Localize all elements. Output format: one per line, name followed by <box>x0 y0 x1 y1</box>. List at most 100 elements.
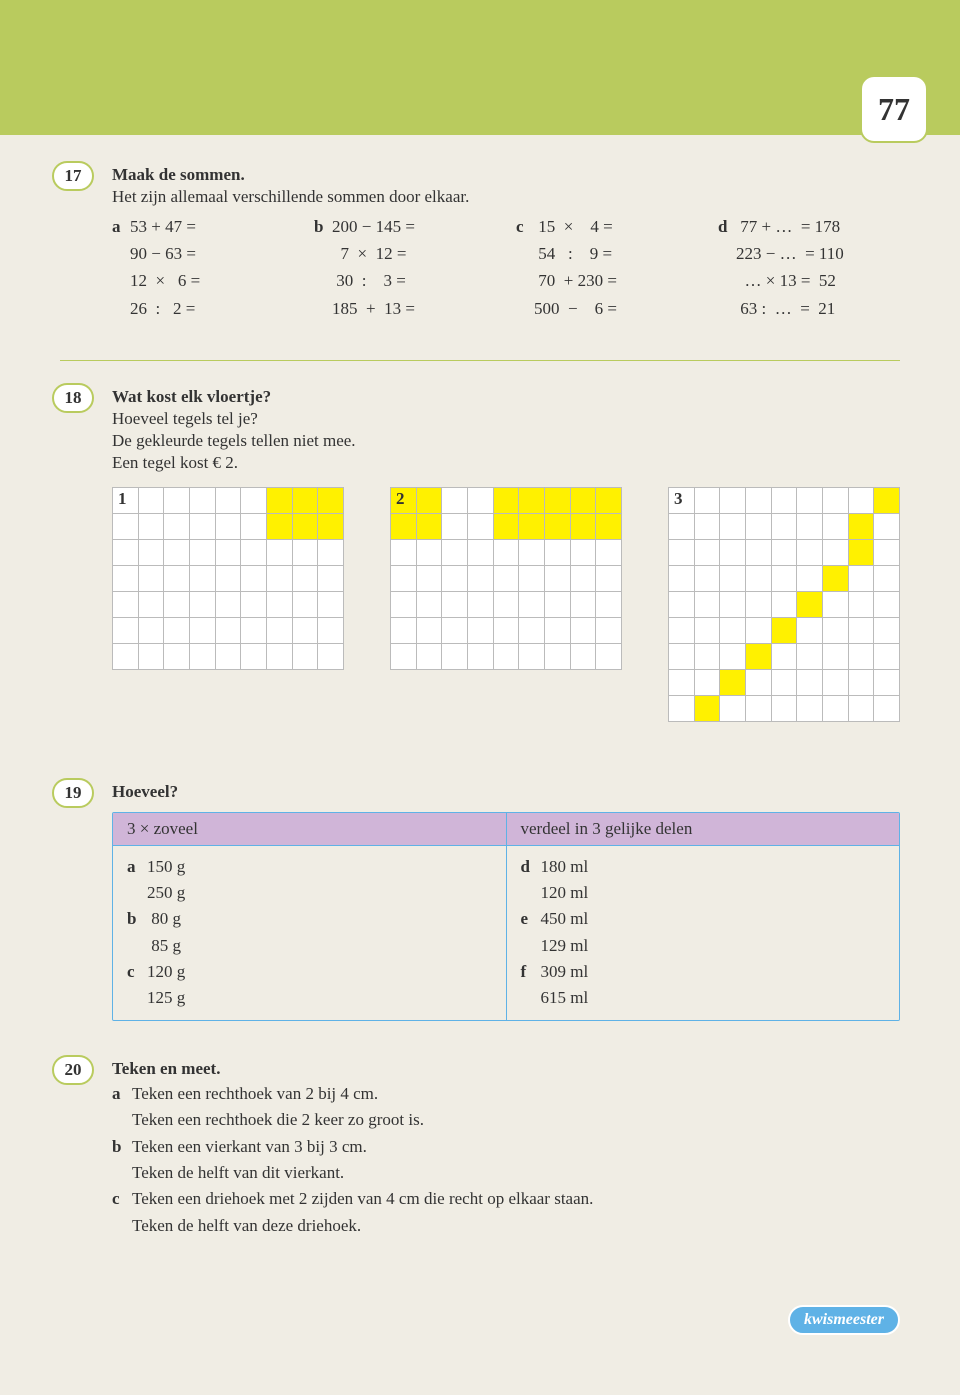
row-label: e <box>521 906 541 932</box>
instruction-line: bTeken een vierkant van 3 bij 3 cm. <box>112 1134 900 1160</box>
table-header-right: verdeel in 3 gelijke delen <box>507 813 900 845</box>
tile-cell <box>467 565 493 591</box>
row-label: a <box>127 854 147 880</box>
sums-col-a: a53 + 47 =90 − 63 =12 × 6 =26 : 2 = <box>112 213 294 322</box>
tile-cell <box>189 591 215 617</box>
table-row: f309 ml <box>521 959 886 985</box>
tile-cell <box>164 487 190 513</box>
tile-cell <box>442 565 468 591</box>
table-header-left: 3 × zoveel <box>113 813 507 845</box>
tile-cell <box>164 565 190 591</box>
tile-cell <box>544 565 570 591</box>
table-header: 3 × zoveel verdeel in 3 gelijke delen <box>113 813 899 846</box>
tile-cell <box>771 487 797 513</box>
table-row: 129 ml <box>521 933 886 959</box>
tile-cell <box>266 617 292 643</box>
tile-cell <box>745 591 771 617</box>
exercise-badge: 17 <box>52 161 94 191</box>
tile-cell <box>467 591 493 617</box>
tile-cell <box>467 643 493 669</box>
col-label: a <box>112 213 130 240</box>
table-col-left: a150 g250 gb 80 g 85 gc120 g125 g <box>113 846 507 1020</box>
tile-cell <box>848 539 874 565</box>
tile-cell <box>822 539 848 565</box>
tile-cell <box>292 591 318 617</box>
tile-cell <box>493 617 519 643</box>
tile-cell <box>318 643 344 669</box>
tile-cell <box>215 539 241 565</box>
tile-cell <box>874 565 900 591</box>
tile-cell <box>771 565 797 591</box>
tile-cell <box>544 539 570 565</box>
tile-cell <box>493 591 519 617</box>
line-text: Teken een vierkant van 3 bij 3 cm. <box>132 1137 367 1156</box>
tile-cell <box>292 487 318 513</box>
hoeveel-table: 3 × zoveel verdeel in 3 gelijke delen a1… <box>112 812 900 1021</box>
tile-cell <box>391 539 417 565</box>
tile-cell <box>596 513 622 539</box>
tile-cell <box>164 643 190 669</box>
tile-cell <box>241 591 267 617</box>
tile-cell <box>318 617 344 643</box>
tile-cell <box>874 513 900 539</box>
tile-cell <box>416 617 442 643</box>
exercise-19: 19 Hoeveel? 3 × zoveel verdeel in 3 geli… <box>60 782 900 1021</box>
tile-cell <box>391 513 417 539</box>
tile-cell <box>138 513 164 539</box>
tile-cell <box>822 513 848 539</box>
tile-cell <box>189 617 215 643</box>
page-number-badge: 77 <box>860 75 928 143</box>
tile-cell <box>822 669 848 695</box>
exercise-sub: De gekleurde tegels tellen niet mee. <box>112 431 900 451</box>
exercise-title: Hoeveel? <box>112 782 900 802</box>
tile-cell <box>292 617 318 643</box>
tile-cell <box>164 513 190 539</box>
tile-cell <box>596 617 622 643</box>
tile-cell <box>266 513 292 539</box>
tile-cell <box>215 643 241 669</box>
tile-cell <box>797 513 823 539</box>
tile-cell <box>292 513 318 539</box>
tile-cell <box>519 643 545 669</box>
tile-cell <box>669 591 695 617</box>
tile-cell <box>720 539 746 565</box>
tile-cell <box>416 591 442 617</box>
tile-cell <box>720 565 746 591</box>
tile-cell <box>113 591 139 617</box>
row-value: 309 ml <box>541 962 589 981</box>
row-value: 120 g <box>147 962 185 981</box>
tile-cell <box>720 643 746 669</box>
table-row: 85 g <box>127 933 492 959</box>
tile-cell <box>694 539 720 565</box>
tile-grid-table <box>668 487 900 722</box>
tile-cell <box>694 617 720 643</box>
tile-cell <box>138 643 164 669</box>
tile-cell <box>215 487 241 513</box>
tile-cell <box>493 539 519 565</box>
tile-cell <box>874 695 900 721</box>
header-band: 77 <box>0 0 960 135</box>
tile-cell <box>318 539 344 565</box>
tile-cell <box>416 487 442 513</box>
tile-cell <box>745 617 771 643</box>
sum-line: … × 13 = 52 <box>718 267 900 294</box>
tile-cell <box>874 539 900 565</box>
tile-cell <box>266 565 292 591</box>
divider <box>60 360 900 361</box>
sums-col-b: b200 − 145 = 7 × 12 = 30 : 3 =185 + 13 = <box>314 213 496 322</box>
tile-cell <box>493 643 519 669</box>
tile-cell <box>745 487 771 513</box>
table-row: 615 ml <box>521 985 886 1011</box>
tile-cell <box>493 513 519 539</box>
tile-cell <box>241 617 267 643</box>
table-row: b 80 g <box>127 906 492 932</box>
tile-cell <box>874 669 900 695</box>
tile-cell <box>720 487 746 513</box>
sum-line: 90 − 63 = <box>112 240 294 267</box>
tile-cell <box>164 539 190 565</box>
grid-label: 2 <box>396 489 405 509</box>
exercise-title: Teken en meet. <box>112 1059 900 1079</box>
tile-cell <box>391 591 417 617</box>
exercise-title: Wat kost elk vloertje? <box>112 387 900 407</box>
exercise-badge: 18 <box>52 383 94 413</box>
